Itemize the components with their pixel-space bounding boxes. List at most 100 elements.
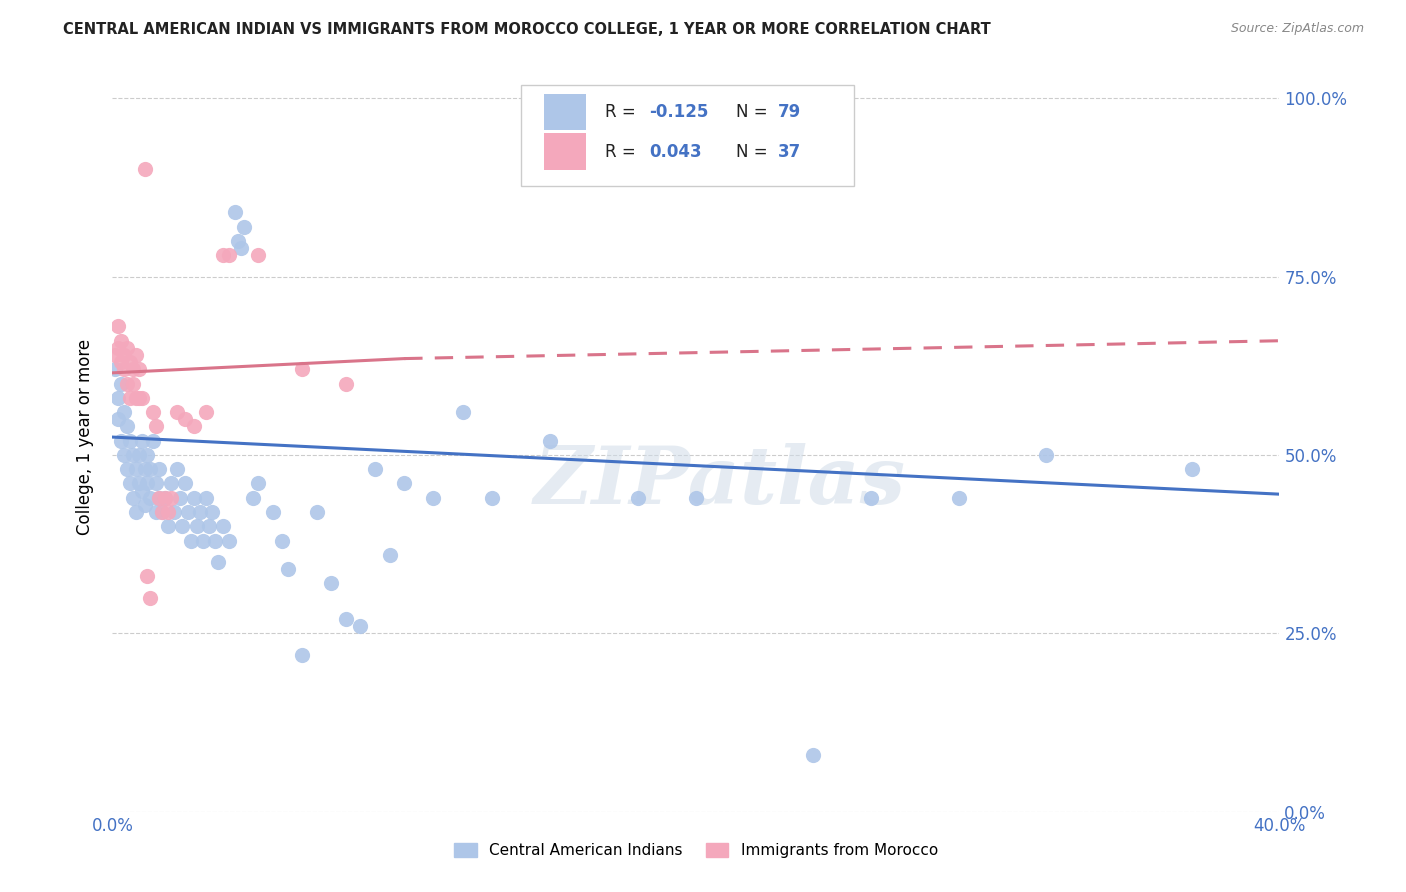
Point (538, 434, 561, 448)
Point (166, 462, 188, 476)
Point (224, 205, 246, 219)
Point (136, 476, 159, 491)
Point (107, 341, 129, 355)
Point (112, 348, 135, 362)
Point (122, 491, 145, 505)
Text: R =: R = (605, 143, 641, 161)
Point (118, 355, 141, 369)
Point (183, 419, 205, 434)
FancyBboxPatch shape (520, 85, 853, 186)
Point (122, 376, 145, 391)
Point (125, 348, 148, 362)
Point (948, 491, 970, 505)
Point (685, 491, 707, 505)
Point (112, 362, 135, 376)
Point (291, 362, 314, 376)
Point (131, 434, 153, 448)
Point (145, 476, 167, 491)
Point (110, 376, 132, 391)
Point (148, 462, 170, 476)
Point (229, 241, 252, 255)
Point (1181, 462, 1204, 476)
Point (335, 376, 357, 391)
Point (194, 405, 217, 419)
Point (128, 476, 150, 491)
Point (104, 362, 127, 376)
Point (218, 533, 240, 548)
Text: 79: 79 (778, 103, 801, 121)
Point (139, 462, 162, 476)
Point (118, 476, 141, 491)
Point (160, 491, 183, 505)
Point (148, 491, 170, 505)
Point (131, 391, 153, 405)
Point (134, 162, 156, 177)
Point (204, 533, 226, 548)
Point (860, 491, 883, 505)
Point (142, 405, 165, 419)
Point (212, 519, 235, 533)
Text: N =: N = (735, 143, 772, 161)
Point (118, 391, 141, 405)
FancyBboxPatch shape (544, 134, 586, 170)
Point (305, 505, 328, 519)
Point (160, 476, 183, 491)
Point (218, 248, 240, 262)
Point (262, 505, 284, 519)
Point (180, 533, 202, 548)
Point (145, 505, 167, 519)
Point (174, 476, 197, 491)
Point (139, 591, 162, 605)
Point (291, 648, 314, 662)
Point (174, 412, 197, 426)
Point (122, 362, 145, 376)
Point (110, 355, 132, 369)
Point (118, 434, 141, 448)
Point (270, 533, 292, 548)
Point (125, 505, 148, 519)
Point (115, 341, 138, 355)
Point (422, 491, 444, 505)
Point (136, 448, 159, 462)
Text: ZIPatlas: ZIPatlas (533, 443, 905, 521)
Point (122, 448, 145, 462)
Point (107, 391, 129, 405)
Point (169, 491, 191, 505)
Point (139, 491, 162, 505)
Point (148, 491, 170, 505)
Point (125, 462, 148, 476)
Point (242, 491, 264, 505)
Text: Source: ZipAtlas.com: Source: ZipAtlas.com (1230, 22, 1364, 36)
Point (186, 519, 208, 533)
Point (177, 505, 200, 519)
Point (276, 562, 298, 576)
Point (1035, 448, 1057, 462)
Point (107, 412, 129, 426)
Y-axis label: College, 1 year or more: College, 1 year or more (76, 339, 94, 535)
Point (107, 319, 129, 334)
Point (166, 405, 188, 419)
Point (335, 612, 357, 626)
Point (131, 483, 153, 498)
Point (247, 248, 270, 262)
Text: -0.125: -0.125 (650, 103, 709, 121)
Point (110, 434, 132, 448)
Point (194, 491, 217, 505)
Point (125, 391, 148, 405)
Point (183, 491, 205, 505)
FancyBboxPatch shape (544, 94, 586, 130)
Point (153, 491, 176, 505)
Point (156, 519, 179, 533)
Point (163, 505, 186, 519)
Point (394, 476, 416, 491)
Text: CENTRAL AMERICAN INDIAN VS IMMIGRANTS FROM MOROCCO COLLEGE, 1 YEAR OR MORE CORRE: CENTRAL AMERICAN INDIAN VS IMMIGRANTS FR… (63, 22, 991, 37)
Point (142, 434, 165, 448)
Point (145, 419, 167, 434)
Point (128, 391, 150, 405)
Point (112, 448, 135, 462)
Point (110, 334, 132, 348)
Point (134, 498, 156, 512)
Point (627, 491, 650, 505)
Point (481, 491, 503, 505)
Point (156, 505, 179, 519)
